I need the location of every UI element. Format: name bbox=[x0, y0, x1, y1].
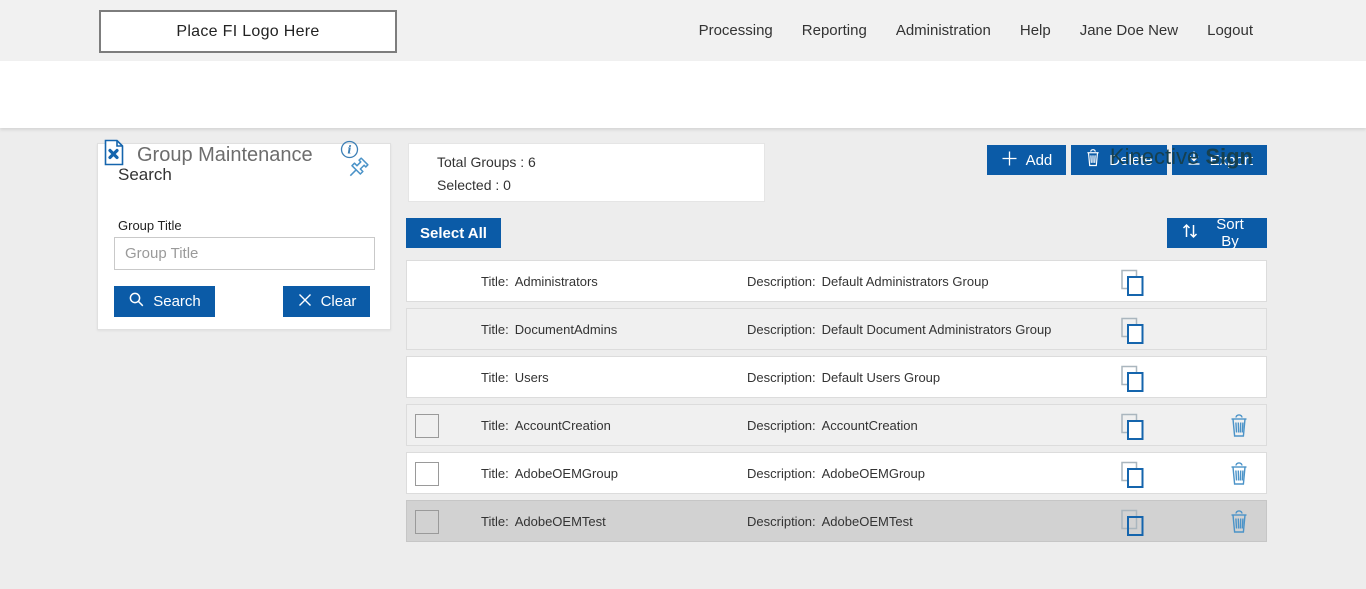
add-button[interactable]: Add bbox=[986, 145, 1067, 175]
up-down-arrows-icon bbox=[1181, 222, 1199, 244]
copy-icon[interactable] bbox=[1120, 317, 1145, 350]
sort-by-button[interactable]: Sort By bbox=[1167, 216, 1267, 250]
row-checkbox[interactable] bbox=[415, 462, 439, 486]
plus-icon bbox=[1001, 150, 1018, 171]
summary-box: Total Groups : 6 Selected : 0 bbox=[408, 143, 765, 202]
row-title: Title: AdobeOEMGroup bbox=[481, 466, 619, 481]
group-title-label: Group Title bbox=[118, 218, 182, 233]
row-checkbox[interactable] bbox=[415, 510, 439, 534]
group-list: Title: Administrators Description: Default… bbox=[406, 260, 1267, 548]
row-title: Title: AdobeOEMTest bbox=[481, 514, 606, 529]
page-title: Group Maintenance bbox=[137, 144, 313, 166]
copy-icon[interactable] bbox=[1120, 461, 1145, 494]
copy-icon[interactable] bbox=[1120, 509, 1145, 542]
copy-icon[interactable] bbox=[1120, 365, 1145, 398]
group-maintenance-icon bbox=[101, 139, 127, 171]
table-row-administrators[interactable]: Title: Administrators Description: Default… bbox=[406, 260, 1267, 302]
row-title: Title: AccountCreation bbox=[481, 418, 611, 433]
table-row-adobeoemgroup[interactable]: Title: AdobeOEMGroup Description: AdobeOEM… bbox=[406, 452, 1267, 494]
row-title: Title: DocumentAdmins bbox=[481, 322, 618, 337]
row-description: Description: Default Users Group bbox=[747, 370, 941, 385]
top-nav: Processing Reporting Administration Help… bbox=[699, 0, 1253, 61]
selected-count-value: 0 bbox=[503, 177, 511, 193]
top-bar: Place FI Logo Here Processing Reporting … bbox=[0, 0, 1366, 61]
table-row-documentadmins[interactable]: Title: DocumentAdmins Description: Default… bbox=[406, 308, 1267, 350]
magnifier-icon bbox=[128, 291, 145, 312]
clear-button-label: Clear bbox=[320, 293, 357, 310]
pushpin-icon[interactable] bbox=[344, 156, 370, 187]
svg-text:i: i bbox=[347, 144, 351, 157]
sort-by-label: Sort By bbox=[1216, 216, 1244, 250]
export-button[interactable]: Export bbox=[1171, 145, 1267, 175]
nav-logout[interactable]: Logout bbox=[1207, 22, 1253, 39]
export-button-label: Export bbox=[1209, 151, 1253, 169]
delete-button-label: Delete bbox=[1109, 151, 1153, 169]
total-groups: Total Groups : 6 bbox=[437, 154, 536, 170]
nav-administration[interactable]: Administration bbox=[895, 22, 991, 39]
row-description: Description: AdobeOEMGroup bbox=[747, 466, 925, 481]
select-all-label: Select All bbox=[420, 224, 487, 242]
table-row-users[interactable]: Title: Users Description: Default Users Gr… bbox=[406, 356, 1267, 398]
brand-logo: Kinective Sign bbox=[1109, 144, 1253, 169]
row-title: Title: Users bbox=[481, 370, 549, 385]
fi-logo-placeholder: Place FI Logo Here bbox=[99, 10, 397, 53]
trash-icon[interactable] bbox=[1229, 414, 1249, 443]
row-description: Description: AdobeOEMTest bbox=[747, 514, 913, 529]
info-icon[interactable]: i bbox=[340, 140, 359, 164]
nav-reporting[interactable]: Reporting bbox=[801, 22, 867, 39]
row-title: Title: Administrators bbox=[481, 274, 598, 289]
total-groups-value: 6 bbox=[528, 154, 536, 170]
search-button-label: Search bbox=[153, 293, 201, 310]
add-button-label: Add bbox=[1025, 151, 1053, 169]
search-button[interactable]: Search bbox=[114, 286, 215, 317]
row-checkbox[interactable] bbox=[415, 414, 439, 438]
select-all-button[interactable]: Select All bbox=[406, 218, 501, 248]
delete-button[interactable]: Delete bbox=[1071, 145, 1167, 175]
copy-icon[interactable] bbox=[1120, 269, 1145, 302]
action-buttons: Add Delete bbox=[986, 145, 1267, 175]
clear-button[interactable]: Clear bbox=[283, 286, 370, 317]
nav-user-name[interactable]: Jane Doe New bbox=[1079, 22, 1179, 39]
row-description: Description: Default Administrators Group bbox=[747, 274, 989, 289]
search-panel-heading: Search bbox=[118, 165, 172, 184]
trash-icon[interactable] bbox=[1229, 510, 1249, 539]
x-icon bbox=[297, 292, 313, 312]
nav-help[interactable]: Help bbox=[1019, 22, 1051, 39]
trash-icon bbox=[1085, 149, 1101, 171]
selected-count: Selected : 0 bbox=[437, 177, 511, 193]
title-bar: Group Maintenance i Kinective Sign bbox=[0, 61, 1366, 169]
download-icon bbox=[1186, 150, 1202, 170]
group-title-input[interactable] bbox=[114, 237, 375, 270]
copy-icon[interactable] bbox=[1120, 413, 1145, 446]
search-panel: Search Group Title Search bbox=[97, 143, 391, 330]
row-description: Description: AccountCreation bbox=[747, 418, 918, 433]
nav-processing[interactable]: Processing bbox=[698, 22, 773, 39]
trash-icon[interactable] bbox=[1229, 462, 1249, 491]
row-description: Description: Default Document Administrat… bbox=[747, 322, 1052, 337]
table-row-adobeoemtest[interactable]: Title: AdobeOEMTest Description: AdobeOEMT… bbox=[406, 500, 1267, 542]
table-row-accountcreation[interactable]: Title: AccountCreation Description: Accoun… bbox=[406, 404, 1267, 446]
